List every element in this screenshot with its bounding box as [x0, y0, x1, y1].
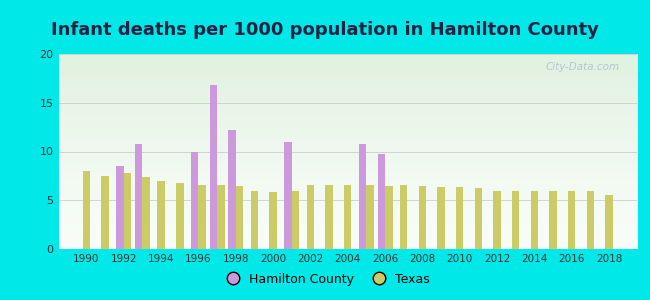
Bar	[176, 183, 183, 249]
Bar	[568, 190, 575, 249]
Bar	[437, 187, 445, 249]
Bar	[493, 191, 501, 249]
Text: Infant deaths per 1000 population in Hamilton County: Infant deaths per 1000 population in Ham…	[51, 21, 599, 39]
Bar	[124, 173, 131, 249]
Bar	[210, 85, 217, 249]
Bar	[191, 152, 198, 249]
Bar	[367, 184, 374, 249]
Bar	[198, 184, 206, 249]
Bar	[142, 177, 150, 249]
Bar	[400, 184, 408, 249]
Text: City-Data.com: City-Data.com	[545, 62, 619, 72]
Legend: Hamilton County, Texas: Hamilton County, Texas	[215, 268, 435, 291]
Bar	[251, 190, 258, 249]
Bar	[456, 187, 463, 249]
Bar	[344, 184, 352, 249]
Bar	[378, 154, 385, 249]
Bar	[474, 188, 482, 249]
Bar	[512, 190, 519, 249]
Bar	[419, 186, 426, 249]
Bar	[228, 130, 236, 249]
Bar	[307, 184, 314, 249]
Bar	[326, 184, 333, 249]
Bar	[586, 191, 594, 249]
Bar	[157, 181, 165, 249]
Bar	[385, 186, 393, 249]
Bar	[269, 193, 277, 249]
Bar	[217, 184, 225, 249]
Bar	[605, 195, 613, 249]
Bar	[116, 166, 124, 249]
Bar	[284, 142, 292, 249]
Bar	[359, 144, 367, 249]
Bar	[292, 190, 299, 249]
Bar	[236, 186, 243, 249]
Bar	[549, 190, 557, 249]
Bar	[135, 144, 142, 249]
Bar	[83, 171, 90, 249]
Bar	[530, 190, 538, 249]
Bar	[101, 176, 109, 249]
